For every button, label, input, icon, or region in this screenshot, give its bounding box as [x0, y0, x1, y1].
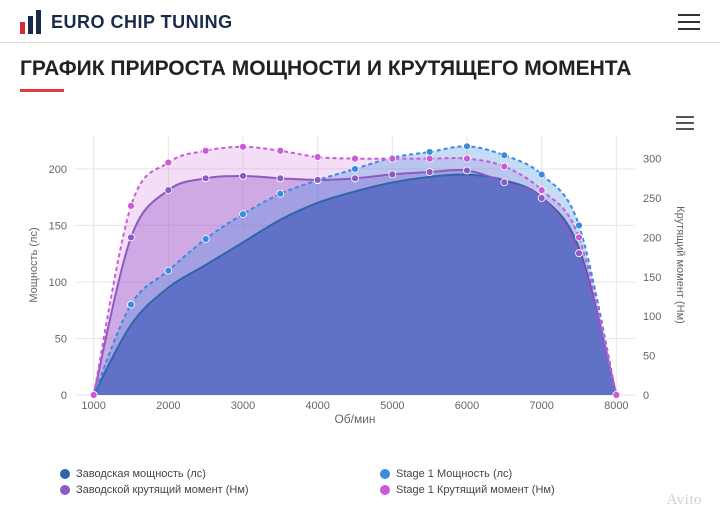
svg-text:Об/мин: Об/мин — [334, 412, 375, 425]
legend-item[interactable]: Заводской крутящий момент (Нм) — [60, 484, 350, 496]
svg-text:5000: 5000 — [380, 400, 404, 412]
svg-text:250: 250 — [643, 193, 661, 205]
legend-item[interactable]: Stage 1 Крутящий момент (Нм) — [380, 484, 670, 496]
svg-text:3000: 3000 — [231, 400, 255, 412]
svg-text:100: 100 — [643, 311, 661, 323]
svg-text:4000: 4000 — [305, 400, 329, 412]
legend-label: Заводской крутящий момент (Нм) — [76, 484, 249, 496]
brand-text: EURO CHIP TUNING — [51, 12, 233, 33]
title-underline — [20, 89, 64, 92]
svg-text:2000: 2000 — [156, 400, 180, 412]
svg-text:200: 200 — [49, 164, 67, 176]
legend-item[interactable]: Заводская мощность (лс) — [60, 468, 350, 480]
legend-label: Stage 1 Мощность (лс) — [396, 468, 512, 480]
watermark: Avito — [666, 492, 702, 509]
legend-label: Stage 1 Крутящий момент (Нм) — [396, 484, 555, 496]
legend-marker-icon — [380, 485, 390, 495]
logo-bars-icon — [20, 10, 41, 34]
legend-marker-icon — [60, 469, 70, 479]
svg-text:50: 50 — [55, 333, 67, 345]
chart-menu-icon[interactable] — [676, 116, 694, 130]
svg-text:0: 0 — [61, 390, 67, 402]
header: EURO CHIP TUNING — [0, 0, 720, 43]
svg-text:300: 300 — [643, 154, 661, 166]
svg-text:7000: 7000 — [529, 400, 553, 412]
svg-text:6000: 6000 — [455, 400, 479, 412]
legend-marker-icon — [60, 485, 70, 495]
svg-text:Мощность (лс): Мощность (лс) — [28, 227, 40, 302]
svg-text:1000: 1000 — [81, 400, 105, 412]
legend-label: Заводская мощность (лс) — [76, 468, 206, 480]
svg-text:0: 0 — [643, 390, 649, 402]
page-title: ГРАФИК ПРИРОСТА МОЩНОСТИ И КРУТЯЩЕГО МОМ… — [20, 57, 700, 81]
svg-text:150: 150 — [643, 272, 661, 284]
legend-item[interactable]: Stage 1 Мощность (лс) — [380, 468, 670, 480]
svg-text:8000: 8000 — [604, 400, 628, 412]
svg-text:Крутящий момент (Нм): Крутящий момент (Нм) — [674, 206, 686, 324]
title-block: ГРАФИК ПРИРОСТА МОЩНОСТИ И КРУТЯЩЕГО МОМ… — [0, 43, 720, 98]
svg-text:100: 100 — [49, 277, 67, 289]
chart: 10002000300040005000600070008000Об/мин05… — [20, 110, 690, 425]
chart-container: 10002000300040005000600070008000Об/мин05… — [20, 110, 700, 460]
svg-text:50: 50 — [643, 351, 655, 363]
menu-icon[interactable] — [678, 14, 700, 30]
legend-marker-icon — [380, 469, 390, 479]
svg-text:200: 200 — [643, 232, 661, 244]
svg-text:150: 150 — [49, 220, 67, 232]
logo[interactable]: EURO CHIP TUNING — [20, 10, 233, 34]
legend: Заводская мощность (лс) Stage 1 Мощность … — [0, 466, 720, 496]
